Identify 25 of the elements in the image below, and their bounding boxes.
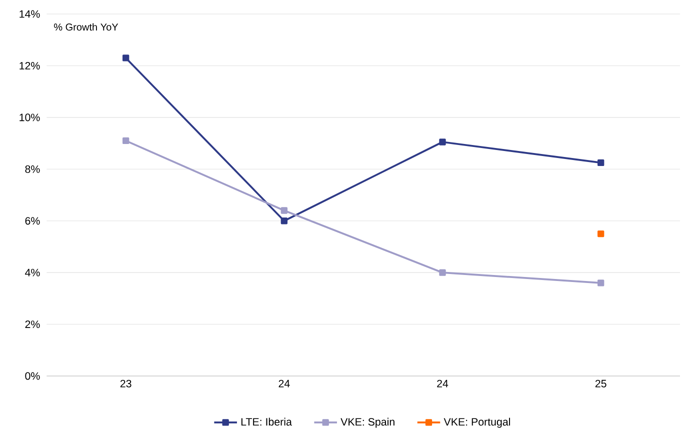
x-tick-label: 25	[595, 380, 606, 388]
legend-label: VKE: Spain	[340, 418, 394, 428]
point	[439, 269, 446, 276]
y-tick-label: 12%	[20, 62, 40, 70]
point	[597, 280, 604, 286]
y-tick-label: 8%	[25, 165, 40, 173]
y-tick-label: 2%	[25, 320, 40, 328]
point	[597, 159, 604, 166]
point	[280, 218, 288, 224]
y-tick-label: 4%	[25, 268, 40, 276]
y-tick-label: 0%	[25, 372, 40, 380]
x-tick-label: 24	[437, 380, 448, 388]
y-tick-label: 14%	[20, 10, 40, 18]
point	[597, 230, 604, 238]
x-tick-label: 23	[120, 380, 132, 388]
point	[122, 137, 130, 144]
y-axis-title: % Growth YoY	[54, 23, 118, 31]
legend-label: VKE: Portugal	[444, 418, 510, 428]
point	[439, 138, 446, 146]
legend-label: LTE: Iberia	[241, 418, 292, 426]
point	[280, 207, 288, 214]
y-tick-label: 10%	[20, 114, 40, 122]
y-tick-label: 6%	[25, 217, 40, 225]
point	[122, 54, 130, 62]
x-tick-label: 24	[278, 380, 290, 388]
